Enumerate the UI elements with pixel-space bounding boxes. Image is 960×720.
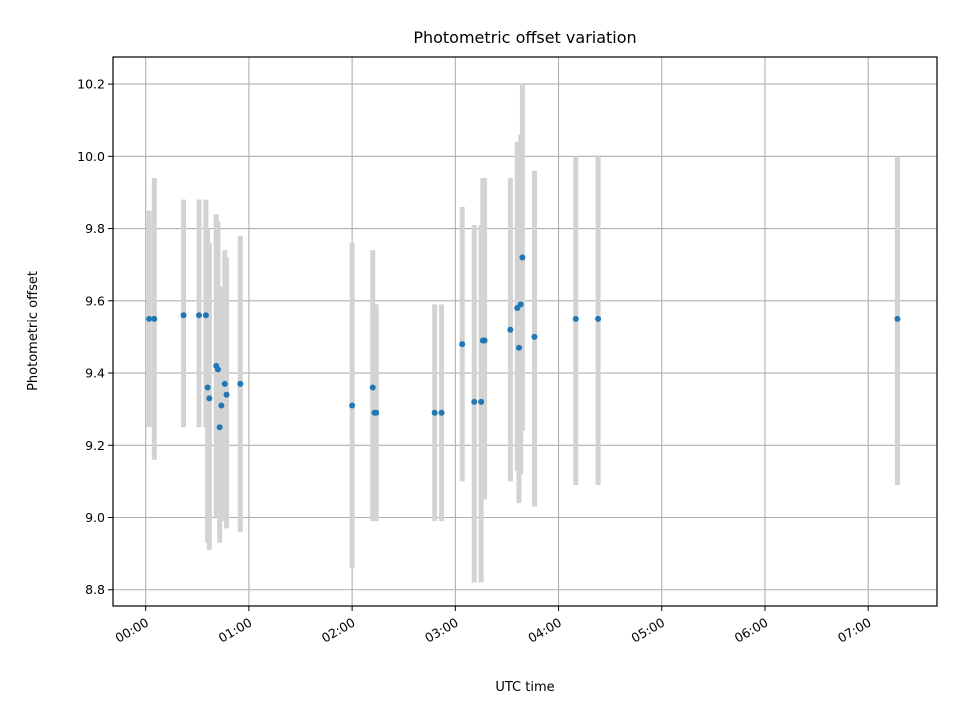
y-axis-ticks: 8.8 9.0 9.2 9.4 9.6 9.8 10.0 10.2	[77, 77, 113, 597]
y-tick-label: 9.0	[85, 510, 105, 525]
data-point	[438, 409, 445, 416]
data-point	[894, 315, 901, 322]
y-tick-label: 10.0	[77, 149, 105, 164]
y-tick-label: 9.6	[85, 293, 105, 308]
data-point	[519, 254, 526, 261]
y-tick-label: 9.4	[85, 366, 105, 381]
data-point	[223, 391, 230, 398]
data-point	[517, 301, 524, 308]
data-point	[216, 424, 223, 431]
data-point	[204, 384, 211, 391]
x-axis-label: UTC time	[495, 680, 554, 695]
data-point	[218, 402, 225, 409]
data-point	[237, 380, 244, 387]
plot-area-frame	[112, 56, 938, 607]
data-point	[572, 315, 579, 322]
y-tick-label: 9.8	[85, 221, 105, 236]
data-point	[478, 398, 485, 405]
data-point	[196, 312, 203, 319]
data-point	[221, 380, 228, 387]
data-point	[595, 315, 602, 322]
grid	[113, 57, 937, 606]
data-point	[214, 366, 221, 373]
data-point	[531, 333, 538, 340]
data-point	[471, 398, 478, 405]
data-point	[180, 312, 187, 319]
data-point	[515, 344, 522, 351]
data-point	[459, 341, 466, 348]
data-point	[151, 315, 158, 322]
data-point	[202, 312, 209, 319]
y-axis-label: Photometric offset	[26, 271, 41, 391]
data-point	[146, 315, 153, 322]
y-tick-label: 9.2	[85, 438, 105, 453]
y-tick-label: 10.2	[77, 77, 105, 92]
data-points	[146, 254, 901, 431]
data-point	[481, 337, 488, 344]
chart-title: Photometric offset variation	[413, 28, 636, 47]
data-point	[369, 384, 376, 391]
data-point	[507, 326, 514, 333]
y-tick-label: 8.8	[85, 582, 105, 597]
data-point	[206, 395, 213, 402]
data-point	[349, 402, 356, 409]
data-point	[431, 409, 438, 416]
data-point	[373, 409, 380, 416]
